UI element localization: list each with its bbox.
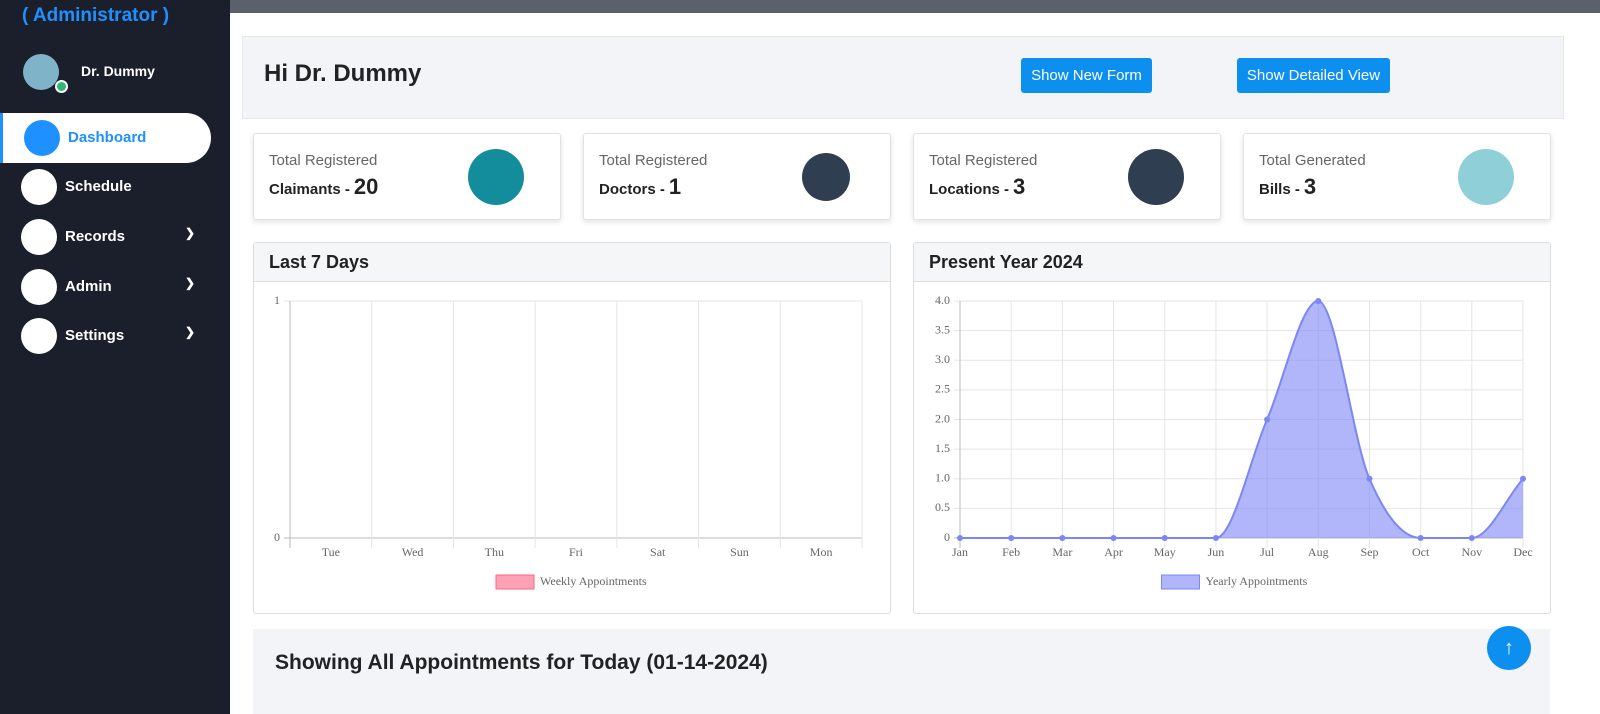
card-count: 3 xyxy=(1303,174,1317,199)
card-icon xyxy=(1458,149,1514,205)
y-tick-label: 0.5 xyxy=(935,500,950,514)
nav-item[interactable]: Settings ❯ xyxy=(0,311,208,361)
stat-card: Total Registered Locations -3 xyxy=(913,133,1221,220)
card-name: Bills - xyxy=(1259,181,1300,198)
x-tick-label: Oct xyxy=(1412,545,1430,559)
role: ( Administrator ) xyxy=(22,5,170,26)
card-count: 3 xyxy=(1013,174,1026,199)
x-tick-label: Sun xyxy=(730,545,749,559)
y-tick-label: 4.0 xyxy=(935,293,950,307)
x-tick-label: Sep xyxy=(1360,545,1378,559)
scroll-top[interactable]: ↑ xyxy=(1487,626,1531,670)
legend-swatch xyxy=(1161,574,1200,590)
sidebar: ( Administrator ) Dr. Dummy Dashboard Sc… xyxy=(0,0,230,714)
stat-card: Total Registered Doctors -1 xyxy=(583,133,891,220)
x-tick-label: Nov xyxy=(1461,545,1482,559)
y-tick-label: 2.0 xyxy=(935,411,950,425)
x-tick-label: Apr xyxy=(1104,545,1123,559)
point xyxy=(1059,535,1066,541)
x-tick-label: Wed xyxy=(402,545,424,559)
x-tick-label: Fri xyxy=(569,545,584,559)
card-label: Total Registered xyxy=(599,152,708,169)
x-tick-label: Mar xyxy=(1052,545,1072,559)
point xyxy=(1417,535,1424,541)
point xyxy=(1264,416,1271,423)
point xyxy=(1110,535,1117,541)
user-name: Dr. Dummy xyxy=(81,63,155,79)
y-tick-label: 1 xyxy=(274,293,280,307)
legend-label: Yearly Appointments xyxy=(1206,574,1308,588)
card-count: 20 xyxy=(353,174,379,199)
x-tick-label: Thu xyxy=(485,545,504,559)
x-tick-label: Jun xyxy=(1208,545,1225,559)
card-label: Total Generated xyxy=(1259,152,1366,169)
y-tick-label: 3.0 xyxy=(935,352,950,366)
card-count: 1 xyxy=(668,174,682,199)
greeting-box: Hi Dr. Dummy xyxy=(242,36,1564,119)
nav-item[interactable]: Admin ❯ xyxy=(0,262,208,312)
x-tick-label: Tue xyxy=(322,545,340,559)
status xyxy=(55,80,68,93)
greeting: Hi Dr. Dummy xyxy=(264,60,422,87)
chart-panel: Present Year 2024 xyxy=(913,242,1551,614)
card-name: Claimants - xyxy=(269,181,350,198)
x-tick-label: Jul xyxy=(1260,545,1275,559)
x-tick-label: Dec xyxy=(1513,545,1532,559)
x-tick-label: Sat xyxy=(650,545,666,559)
point xyxy=(1212,535,1219,541)
nav-label: Schedule xyxy=(65,178,132,195)
card-label: Total Registered xyxy=(929,152,1038,169)
point xyxy=(1366,475,1373,482)
chart-title: Present Year 2024 xyxy=(914,243,1550,282)
point xyxy=(1315,298,1322,304)
nav-label: Dashboard xyxy=(68,129,147,146)
y-tick-label: 0 xyxy=(944,530,950,544)
appointments-title: Showing All Appointments for Today (01-1… xyxy=(275,651,768,674)
point xyxy=(957,535,963,541)
card-icon xyxy=(1128,149,1184,205)
legend-label: Weekly Appointments xyxy=(540,574,647,588)
card-icon xyxy=(468,149,524,205)
stat-card: Total Registered Claimants -20 xyxy=(253,133,561,220)
y-tick-label: 3.5 xyxy=(935,322,950,336)
y-tick-label: 0 xyxy=(274,530,280,544)
nav-item[interactable]: Schedule xyxy=(0,162,208,212)
card-name: Locations - xyxy=(929,181,1010,198)
nav-label: Settings xyxy=(65,327,125,344)
x-tick-label: Aug xyxy=(1308,545,1329,559)
nav-item[interactable]: Dashboard xyxy=(0,113,211,163)
point xyxy=(1520,475,1526,482)
card-label: Total Registered xyxy=(269,152,378,169)
y-tick-label: 1.0 xyxy=(935,471,950,485)
top-bar xyxy=(230,0,1600,13)
button[interactable]: Show Detailed View xyxy=(1237,58,1390,93)
chart-title: Last 7 Days xyxy=(254,243,890,282)
chart-panel: Last 7 Days xyxy=(253,242,891,614)
nav-item[interactable]: Records ❯ xyxy=(0,212,208,262)
y-tick-label: 1.5 xyxy=(935,441,950,455)
appointments-panel: Showing All Appointments for Today (01-1… xyxy=(253,629,1550,714)
card-icon xyxy=(802,153,850,201)
button[interactable]: Show New Form xyxy=(1021,58,1152,93)
avatar xyxy=(23,54,59,90)
card-name: Doctors - xyxy=(599,181,665,198)
legend-swatch xyxy=(495,574,535,590)
x-tick-label: Jan xyxy=(952,545,968,559)
x-tick-label: Feb xyxy=(1002,545,1020,559)
nav-label: Records xyxy=(65,228,126,245)
point xyxy=(1008,535,1015,541)
x-tick-label: Mon xyxy=(810,545,833,559)
stat-card: Total Generated Bills -3 xyxy=(1243,133,1551,220)
y-tick-label: 2.5 xyxy=(935,382,950,396)
x-tick-label: May xyxy=(1154,545,1176,559)
point xyxy=(1468,535,1475,541)
point xyxy=(1161,535,1168,541)
nav-label: Admin xyxy=(65,278,112,295)
